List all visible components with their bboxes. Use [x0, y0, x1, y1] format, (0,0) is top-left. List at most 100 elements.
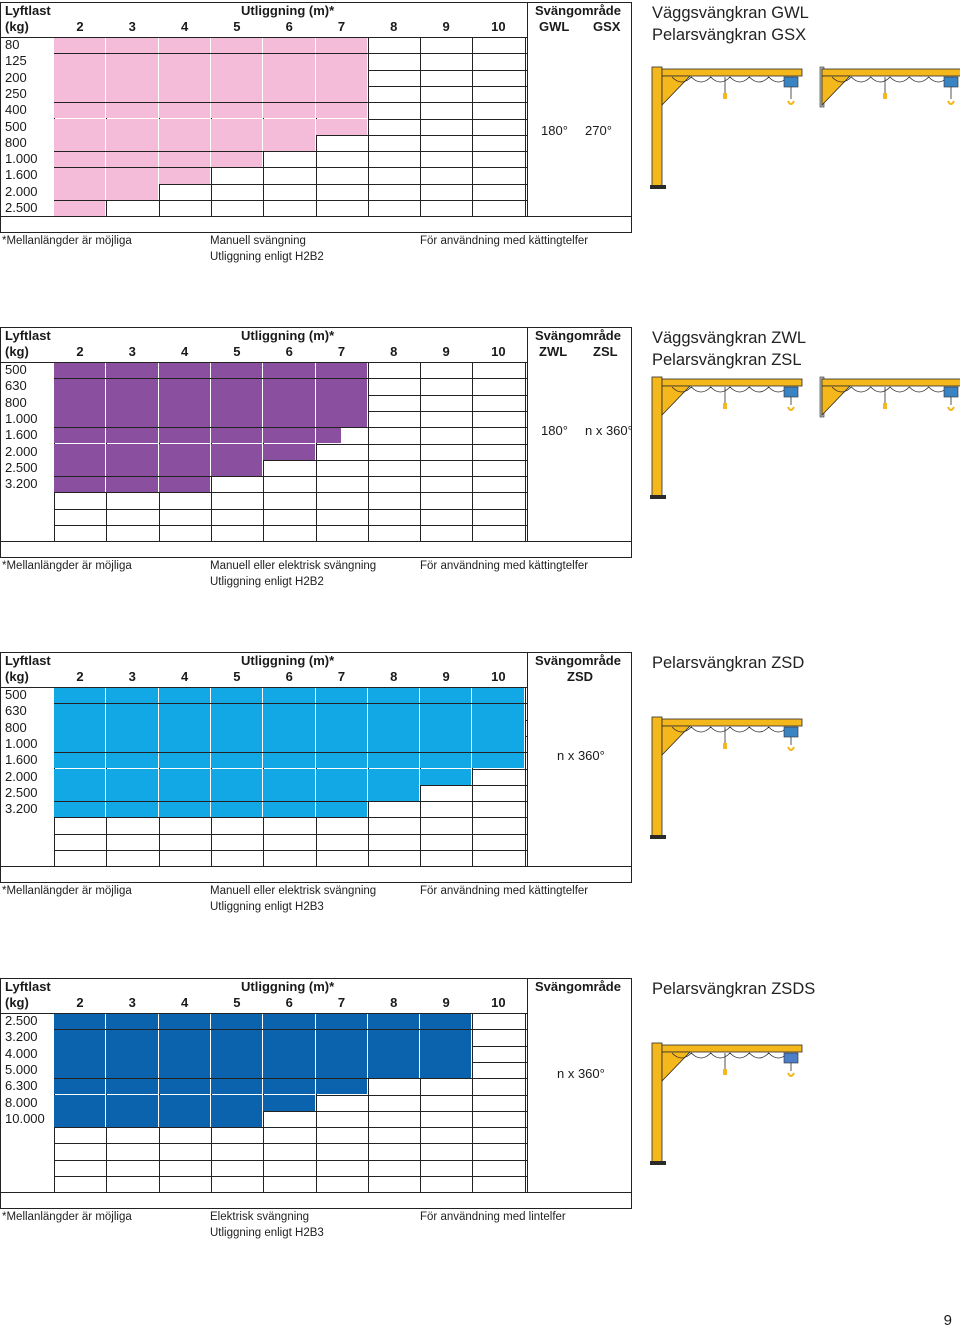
load-row-label: 10.000: [5, 1110, 45, 1126]
crane-title: Pelarsvängkran ZSD: [652, 654, 805, 672]
fill-separator: [262, 720, 264, 736]
fill-separator: [157, 1062, 159, 1079]
crane-title: Pelarsvängkran ZSL: [652, 351, 802, 369]
capacity-fill: [54, 736, 525, 753]
load-row-label: 125: [5, 53, 27, 69]
fill-separator: [105, 1078, 107, 1095]
fill-separator: [314, 687, 316, 704]
note-hoist: För användning med kättingtelfer: [420, 560, 589, 573]
swing-value: n x 360°: [557, 1066, 605, 1082]
fill-separator: [262, 736, 264, 753]
load-row-label: 3.200: [5, 476, 38, 492]
load-row-label: 6.300: [5, 1078, 38, 1094]
capacity-fill: [54, 167, 211, 184]
fill-separator: [209, 687, 211, 704]
lift-header: Lyftlast: [5, 653, 51, 668]
fill-separator: [366, 1029, 368, 1046]
capacity-fill: [54, 37, 368, 54]
fill-separator: [105, 736, 107, 753]
row-divider: [54, 1176, 527, 1177]
fill-separator: [157, 102, 159, 119]
swing-divider: [527, 979, 528, 1193]
col-divider: [420, 1013, 422, 1193]
capacity-fill: [54, 801, 368, 818]
fill-separator: [157, 476, 159, 493]
load-row-label: 500: [5, 687, 27, 702]
fill-separator: [419, 720, 421, 736]
reach-col-header: 9: [442, 995, 450, 1010]
reach-header: Utliggning (m)*: [241, 3, 335, 18]
fill-separator: [105, 135, 107, 152]
swing-value: n x 360°: [557, 748, 605, 764]
kg-header: (kg): [5, 19, 29, 34]
capacity-fill: [54, 362, 368, 379]
fill-separator: [105, 119, 107, 135]
fill-separator: [105, 444, 107, 460]
load-row-label: 2.500: [5, 200, 38, 215]
fill-separator: [262, 444, 264, 460]
fill-separator: [262, 801, 264, 818]
fill-separator: [105, 362, 107, 379]
capacity-fill: [54, 1095, 316, 1111]
fill-separator: [157, 687, 159, 704]
fill-separator: [157, 395, 159, 411]
fill-separator: [157, 703, 159, 720]
capacity-fill: [54, 427, 342, 444]
col-divider: [524, 687, 526, 867]
capacity-fill: [54, 476, 211, 493]
note-slewing: Manuell svängning: [210, 235, 306, 248]
fill-separator: [419, 1013, 421, 1030]
reach-col-header: 5: [233, 344, 241, 359]
load-row-label: 1.000: [5, 410, 38, 426]
fill-separator: [209, 703, 211, 720]
fill-separator: [262, 119, 264, 135]
capacity-fill: [54, 378, 368, 395]
fill-separator: [314, 427, 316, 444]
reach-col-header: 9: [442, 19, 450, 34]
fill-separator: [262, 1078, 264, 1095]
load-row-label: 1.600: [5, 167, 38, 183]
load-row-label: 5.000: [5, 1061, 38, 1077]
fill-separator: [471, 736, 473, 753]
fill-separator: [105, 703, 107, 720]
load-row-label: 8.000: [5, 1094, 38, 1110]
fill-separator: [157, 1013, 159, 1030]
reach-col-header: 4: [180, 19, 189, 34]
fill-separator: [157, 736, 159, 753]
crane-title: Pelarsvängkran ZSDS: [652, 980, 816, 998]
capacity-fill: [54, 102, 368, 119]
crane-spec-section-2: Lyftlast (kg) Utliggning (m)* Svängområde 2 3…: [0, 327, 960, 627]
row-divider: [54, 525, 527, 526]
note-reach-class: Utliggning enligt H2B3: [210, 901, 324, 914]
reach-col-header: 3: [128, 669, 136, 684]
fill-separator: [262, 1029, 264, 1046]
swing-value: 180°: [541, 122, 568, 138]
load-row-label: 1.600: [5, 427, 38, 443]
capacity-fill: [54, 460, 264, 477]
fill-separator: [105, 184, 107, 200]
load-row-label: 800: [5, 719, 27, 735]
row-divider: [54, 476, 527, 478]
fill-separator: [157, 1111, 159, 1128]
load-row-label: 800: [5, 394, 27, 410]
fill-separator: [262, 785, 264, 802]
fill-separator: [105, 476, 107, 493]
swing-divider: [527, 3, 528, 217]
load-row-label: 2.500: [5, 784, 38, 800]
fill-separator: [314, 1013, 316, 1030]
fill-separator: [105, 411, 107, 428]
fill-separator: [209, 70, 211, 86]
fill-separator: [262, 427, 264, 444]
load-row-label: 2.000: [5, 768, 38, 784]
fill-separator: [262, 1062, 264, 1079]
swing-header: Svängområde: [535, 979, 621, 994]
fill-separator: [314, 801, 316, 818]
capacity-fill: [54, 1111, 264, 1128]
fill-separator: [105, 53, 107, 70]
reach-col-header: 2: [76, 344, 84, 359]
fill-separator: [209, 1095, 211, 1111]
lift-header: Lyftlast: [5, 328, 51, 343]
fill-separator: [262, 70, 264, 86]
fill-separator: [314, 86, 316, 103]
fill-separator: [105, 378, 107, 395]
